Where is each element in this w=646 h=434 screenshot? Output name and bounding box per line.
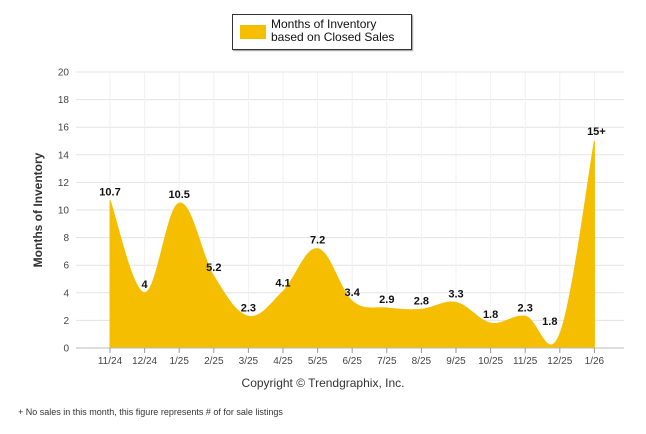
data-label: 15+ [587, 126, 606, 138]
data-label: 2.3 [241, 302, 256, 314]
x-tick-label: 5/25 [308, 356, 328, 367]
x-tick-label: 1/25 [169, 356, 189, 367]
copyright-text: Copyright © Trendgraphix, Inc. [241, 376, 405, 390]
x-tick-label: 9/25 [446, 356, 466, 367]
x-tick-label: 6/25 [342, 356, 362, 367]
data-label: 7.2 [310, 235, 325, 247]
y-tick-label: 2 [63, 316, 69, 327]
x-tick-label: 3/25 [239, 356, 259, 367]
data-label: 3.4 [345, 287, 361, 299]
y-tick-label: 18 [58, 95, 70, 106]
y-axis-title: Months of Inventory [31, 152, 45, 267]
data-label: 10.7 [99, 186, 120, 198]
x-tick-label: 7/25 [377, 356, 397, 367]
legend-swatch [240, 25, 266, 39]
x-tick-label: 11/25 [513, 356, 538, 367]
y-tick-label: 8 [63, 233, 69, 244]
x-tick-label: 4/25 [273, 356, 293, 367]
x-tick-label: 11/24 [98, 356, 123, 367]
series-area [109, 140, 595, 349]
x-tick-label: 2/25 [204, 356, 224, 367]
x-tick-label: 1/26 [585, 356, 605, 367]
legend-label: Months of Inventory based on Closed Sale… [271, 17, 395, 44]
y-tick-label: 4 [63, 288, 69, 299]
x-tick-label: 8/25 [412, 356, 432, 367]
data-label: 5.2 [206, 262, 221, 274]
x-tick-label: 12/25 [547, 356, 572, 367]
data-label: 3.3 [448, 288, 463, 300]
y-tick-label: 20 [58, 68, 70, 79]
data-label: 1.8 [483, 309, 498, 321]
y-tick-label: 6 [63, 261, 69, 272]
data-label: 2.3 [518, 302, 533, 314]
y-tick-label: 10 [58, 206, 70, 217]
y-tick-label: 12 [58, 178, 70, 189]
legend: Months of Inventory based on Closed Sale… [232, 14, 412, 50]
y-tick-label: 14 [58, 150, 70, 161]
data-label: 10.5 [168, 189, 189, 201]
x-tick-label: 12/24 [132, 356, 157, 367]
data-label: 2.8 [414, 295, 429, 307]
y-tick-label: 0 [63, 344, 69, 355]
y-tick-label: 16 [58, 123, 70, 134]
data-label: 1.8 [542, 316, 557, 328]
data-label: 4 [142, 279, 149, 291]
x-tick-label: 10/25 [478, 356, 503, 367]
data-label: 2.9 [379, 294, 394, 306]
data-label: 4.1 [275, 277, 290, 289]
footnote-text: + No sales in this month, this figure re… [18, 407, 283, 417]
